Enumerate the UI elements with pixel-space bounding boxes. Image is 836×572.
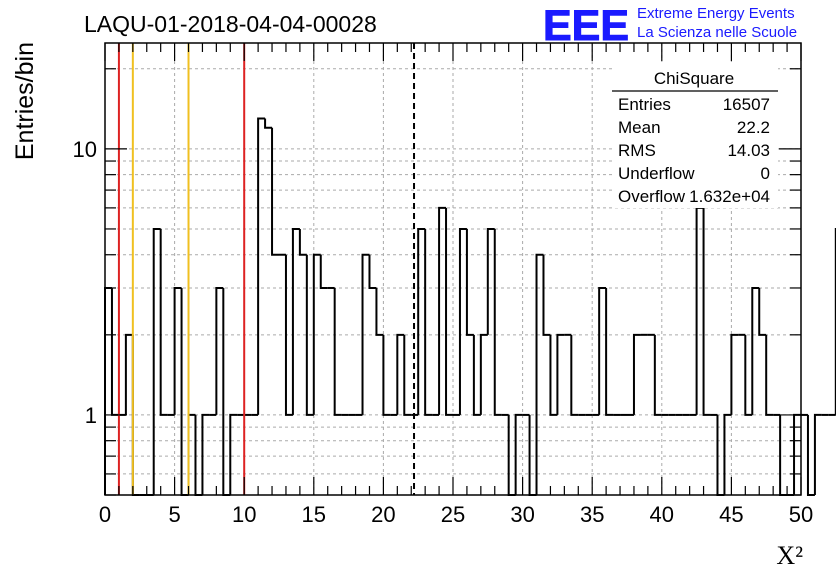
logo-line-1: Extreme Energy Events bbox=[637, 5, 795, 22]
x-axis-label: X² bbox=[776, 541, 803, 570]
histogram-bin bbox=[264, 118, 273, 129]
histogram-bin bbox=[361, 253, 370, 415]
histogram-bin bbox=[445, 207, 453, 416]
histogram-bin bbox=[542, 254, 551, 336]
histogram-bin bbox=[598, 286, 607, 415]
histogram-bin bbox=[382, 334, 391, 416]
histogram-bin bbox=[305, 254, 314, 416]
x-tick-label: 45 bbox=[719, 502, 743, 527]
eee-logo: EEE Extreme Energy Events La Scienza nel… bbox=[543, 2, 798, 51]
histogram-bin bbox=[479, 333, 488, 415]
stats-entries-value: 16507 bbox=[723, 95, 770, 114]
x-tick-label: 10 bbox=[232, 502, 256, 527]
histogram-bin bbox=[758, 287, 767, 336]
histogram-bin bbox=[104, 286, 112, 495]
histogram-bin bbox=[257, 117, 266, 415]
histogram-bin bbox=[312, 253, 321, 415]
stats-rms-label: RMS bbox=[618, 141, 656, 160]
stats-box: ChiSquare Entries 16507 Mean 22.2 RMS 14… bbox=[612, 62, 778, 208]
logo-mark: EEE bbox=[543, 2, 629, 50]
histogram-bin bbox=[424, 228, 433, 416]
histogram-bin bbox=[556, 333, 565, 415]
stats-underflow-value: 0 bbox=[761, 164, 770, 183]
stats-mean-label: Mean bbox=[618, 118, 661, 137]
x-tick-label: 0 bbox=[99, 502, 111, 527]
histogram-bin bbox=[806, 414, 815, 496]
x-tick-label: 30 bbox=[510, 502, 534, 527]
axes: 0 5 10 15 20 25 30 35 40 45 50 1 10 bbox=[73, 42, 813, 527]
histogram-bin bbox=[702, 207, 711, 416]
histogram-bin bbox=[403, 334, 412, 416]
x-tick-label: 25 bbox=[441, 502, 465, 527]
histogram-bin bbox=[514, 413, 523, 495]
marker-lines bbox=[117, 43, 416, 495]
x-tick-label: 35 bbox=[580, 502, 604, 527]
histogram-bin bbox=[110, 287, 119, 416]
stats-entries-label: Entries bbox=[618, 95, 671, 114]
x-tick-label: 5 bbox=[168, 502, 180, 527]
histogram-bin bbox=[549, 334, 558, 416]
histogram-bin bbox=[472, 334, 481, 416]
histogram-bin bbox=[222, 287, 231, 496]
histogram-bin bbox=[632, 333, 641, 415]
histogram-bin bbox=[173, 286, 182, 415]
histogram-bin bbox=[396, 333, 405, 415]
histogram-bin bbox=[291, 227, 300, 415]
histogram-bin bbox=[653, 334, 662, 416]
histogram-bin bbox=[215, 286, 224, 415]
histogram-bin bbox=[438, 206, 447, 415]
histogram-bin bbox=[723, 413, 732, 495]
histogram-bin bbox=[124, 333, 133, 415]
histogram-bin bbox=[605, 287, 614, 416]
histogram-bin bbox=[751, 286, 760, 415]
x-tick-label: 50 bbox=[789, 502, 813, 527]
histogram-bin bbox=[570, 334, 579, 416]
y-tick-label: 1 bbox=[85, 403, 97, 428]
x-tick-label: 15 bbox=[302, 502, 326, 527]
histogram-bin bbox=[152, 227, 161, 495]
chart-title: LAQU-01-2018-04-04-00028 bbox=[84, 11, 377, 37]
stats-rms-value: 14.03 bbox=[727, 141, 770, 160]
y-tick-label: 10 bbox=[73, 137, 97, 162]
stats-overflow-label: Overflow bbox=[618, 187, 686, 206]
histogram-bin bbox=[493, 228, 502, 416]
histogram-bin bbox=[765, 334, 774, 416]
histogram-bin bbox=[298, 228, 307, 256]
histogram-bin bbox=[417, 227, 426, 415]
histogram-bin bbox=[271, 127, 279, 256]
histogram-bin bbox=[535, 253, 544, 495]
y-axis-label: Entries/bin bbox=[11, 42, 39, 160]
histogram-bin bbox=[744, 334, 753, 416]
histogram-bin bbox=[458, 227, 467, 415]
histogram-bin bbox=[333, 287, 342, 416]
histogram-bin bbox=[319, 254, 328, 289]
histogram-bin bbox=[465, 228, 474, 336]
histogram-bin bbox=[730, 333, 739, 415]
histogram-bin bbox=[368, 254, 377, 289]
stats-overflow-value: 1.632e+04 bbox=[689, 187, 770, 206]
histogram-bin bbox=[159, 228, 168, 416]
histogram-bin bbox=[375, 287, 384, 336]
logo-line-2: La Scienza nelle Scuole bbox=[637, 24, 797, 41]
stats-underflow-label: Underflow bbox=[618, 164, 695, 183]
grid bbox=[104, 43, 802, 496]
histogram-bin bbox=[486, 227, 495, 335]
histogram-bin bbox=[229, 413, 238, 495]
x-tick-label: 20 bbox=[371, 502, 395, 527]
stats-name: ChiSquare bbox=[654, 69, 734, 88]
histogram-bin bbox=[201, 413, 210, 495]
histogram-bin bbox=[813, 413, 822, 495]
x-tick-label: 40 bbox=[650, 502, 674, 527]
histogram-bin bbox=[695, 206, 704, 415]
histogram-bin bbox=[180, 287, 189, 496]
stats-mean-value: 22.2 bbox=[737, 118, 770, 137]
histogram-bin bbox=[284, 254, 293, 416]
